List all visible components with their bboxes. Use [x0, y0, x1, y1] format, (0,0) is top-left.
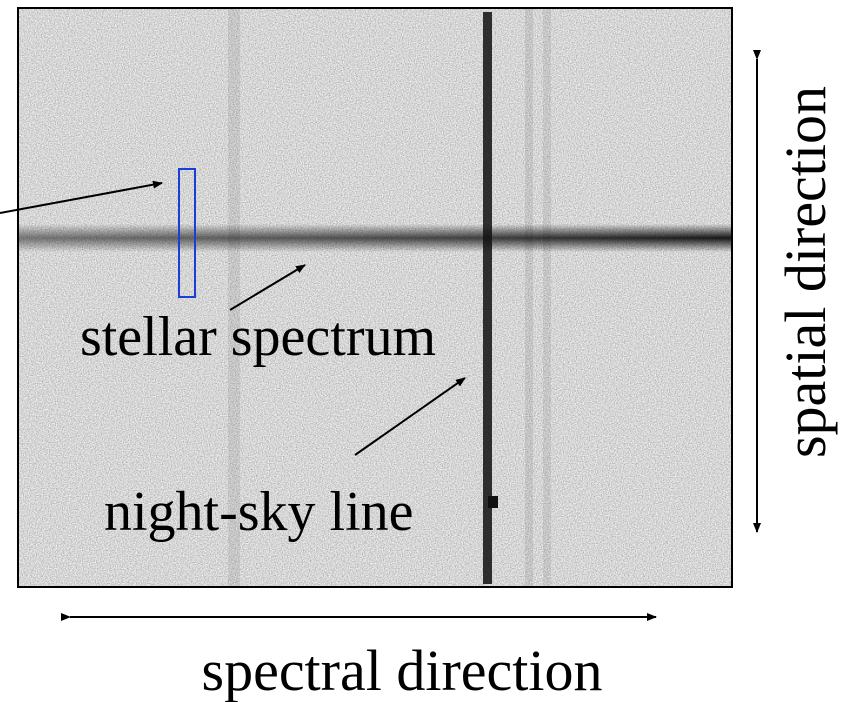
axis-label: spectral direction	[202, 638, 603, 702]
label: night-sky line	[104, 481, 414, 543]
pointer-arrow	[229, 264, 306, 311]
axis-label: spatial direction	[773, 86, 838, 458]
pointer-arrow	[0, 180, 163, 214]
pointer-arrow	[354, 377, 466, 456]
slit-box	[178, 168, 196, 298]
spectrum-image	[17, 7, 733, 588]
label: stellar spectrum	[80, 306, 436, 368]
